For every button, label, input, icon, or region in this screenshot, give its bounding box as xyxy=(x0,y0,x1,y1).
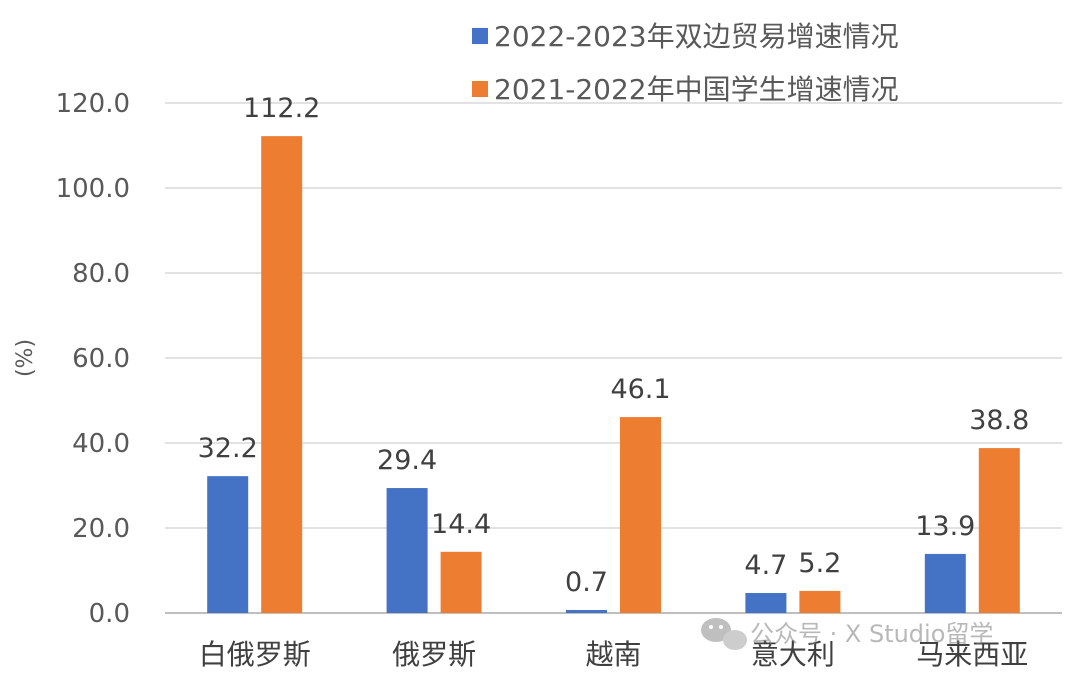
legend-swatch-series-1 xyxy=(472,28,488,44)
y-tick-label: 20.0 xyxy=(72,514,130,544)
bar-series-2-4 xyxy=(799,590,841,613)
wechat-icon xyxy=(701,618,747,650)
bar-series-2-5 xyxy=(978,448,1020,613)
bar-series-1-4 xyxy=(745,593,787,613)
legend-label-series-1: 2022-2023年双边贸易增速情况 xyxy=(494,20,899,53)
data-label-series-2-2: 14.4 xyxy=(431,509,491,540)
x-category-label: 意大利 xyxy=(751,638,835,671)
bar-series-1-3 xyxy=(566,610,607,613)
bar-series-2-3 xyxy=(620,417,661,613)
y-tick-label: 0.0 xyxy=(89,599,130,629)
x-axis: 白俄罗斯 俄罗斯 越南 意大利 马来西亚 xyxy=(199,638,1029,671)
y-tick-label: 100.0 xyxy=(56,174,130,204)
gridlines xyxy=(165,102,1062,614)
y-tick-label: 120.0 xyxy=(56,89,130,119)
legend: 2022-2023年双边贸易增速情况 2021-2022年中国学生增速情况 xyxy=(472,20,899,106)
bars xyxy=(207,136,1020,613)
x-category-label: 俄罗斯 xyxy=(392,638,476,671)
bar-series-1-2 xyxy=(386,488,428,613)
watermark-text: 公众号 · X Studio留学 xyxy=(750,620,993,648)
y-axis: 0.0 20.0 40.0 60.0 80.0 100.0 120.0 xyxy=(56,89,130,629)
x-category-label: 白俄罗斯 xyxy=(199,638,311,671)
data-label-series-2-5: 38.8 xyxy=(969,405,1029,436)
data-label-series-2-4: 5.2 xyxy=(798,548,841,579)
bar-series-1-1 xyxy=(207,476,249,613)
legend-item-series-1: 2022-2023年双边贸易增速情况 xyxy=(472,20,899,53)
bar-series-2-2 xyxy=(440,551,482,613)
y-tick-label: 40.0 xyxy=(72,429,130,459)
data-label-series-1-1: 32.2 xyxy=(198,433,258,464)
data-label-series-2-3: 46.1 xyxy=(610,374,670,405)
bar-series-2-1 xyxy=(261,136,303,613)
legend-label-series-2: 2021-2022年中国学生增速情况 xyxy=(494,73,899,106)
data-label-series-1-2: 29.4 xyxy=(377,445,437,476)
legend-item-series-2: 2021-2022年中国学生增速情况 xyxy=(472,73,899,106)
data-label-series-1-5: 13.9 xyxy=(915,511,975,542)
x-category-label: 越南 xyxy=(585,638,641,671)
data-labels: 32.2 112.2 29.4 14.4 0.7 46.1 4.7 5.2 13.9 38.8 xyxy=(198,93,1030,598)
y-tick-label: 80.0 xyxy=(72,259,130,289)
data-label-series-1-3: 0.7 xyxy=(565,567,608,598)
data-label-series-2-1: 112.2 xyxy=(243,93,320,124)
y-axis-title: (%) xyxy=(13,339,38,377)
watermark: 公众号 · X Studio留学 xyxy=(701,618,993,650)
legend-swatch-series-2 xyxy=(472,81,488,97)
x-category-label: 马来西亚 xyxy=(916,638,1028,671)
y-tick-label: 60.0 xyxy=(72,344,130,374)
data-label-series-1-4: 4.7 xyxy=(744,550,787,581)
bar-series-1-5 xyxy=(924,553,966,613)
